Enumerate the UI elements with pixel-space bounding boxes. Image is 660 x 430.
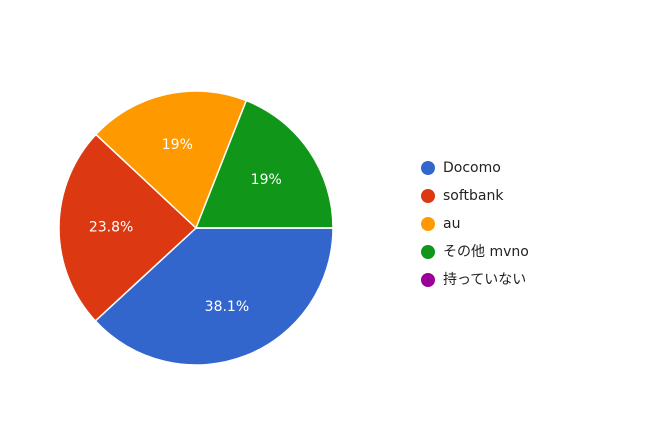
slice-label: 23.8%: [89, 220, 133, 236]
slice-label: 38.1%: [205, 299, 249, 315]
legend-text: Docomo: [443, 160, 501, 176]
legend-text: au: [443, 216, 460, 232]
legend-swatch: [421, 217, 435, 231]
legend-swatch: [421, 273, 435, 287]
legend-swatch: [421, 161, 435, 175]
pie-slice: [194, 99, 334, 229]
slice-label: 19%: [162, 137, 193, 153]
legend-text: その他 mvno: [443, 244, 529, 260]
legend-text: softbank: [443, 188, 504, 204]
pie-slice: [94, 90, 248, 230]
pie-slice: [58, 133, 198, 322]
legend-swatch: [421, 245, 435, 259]
legend-text: 持っていない: [443, 272, 526, 288]
pie-slice: [94, 227, 334, 366]
legend-swatch: [421, 189, 435, 203]
slice-label: 19%: [251, 172, 282, 188]
